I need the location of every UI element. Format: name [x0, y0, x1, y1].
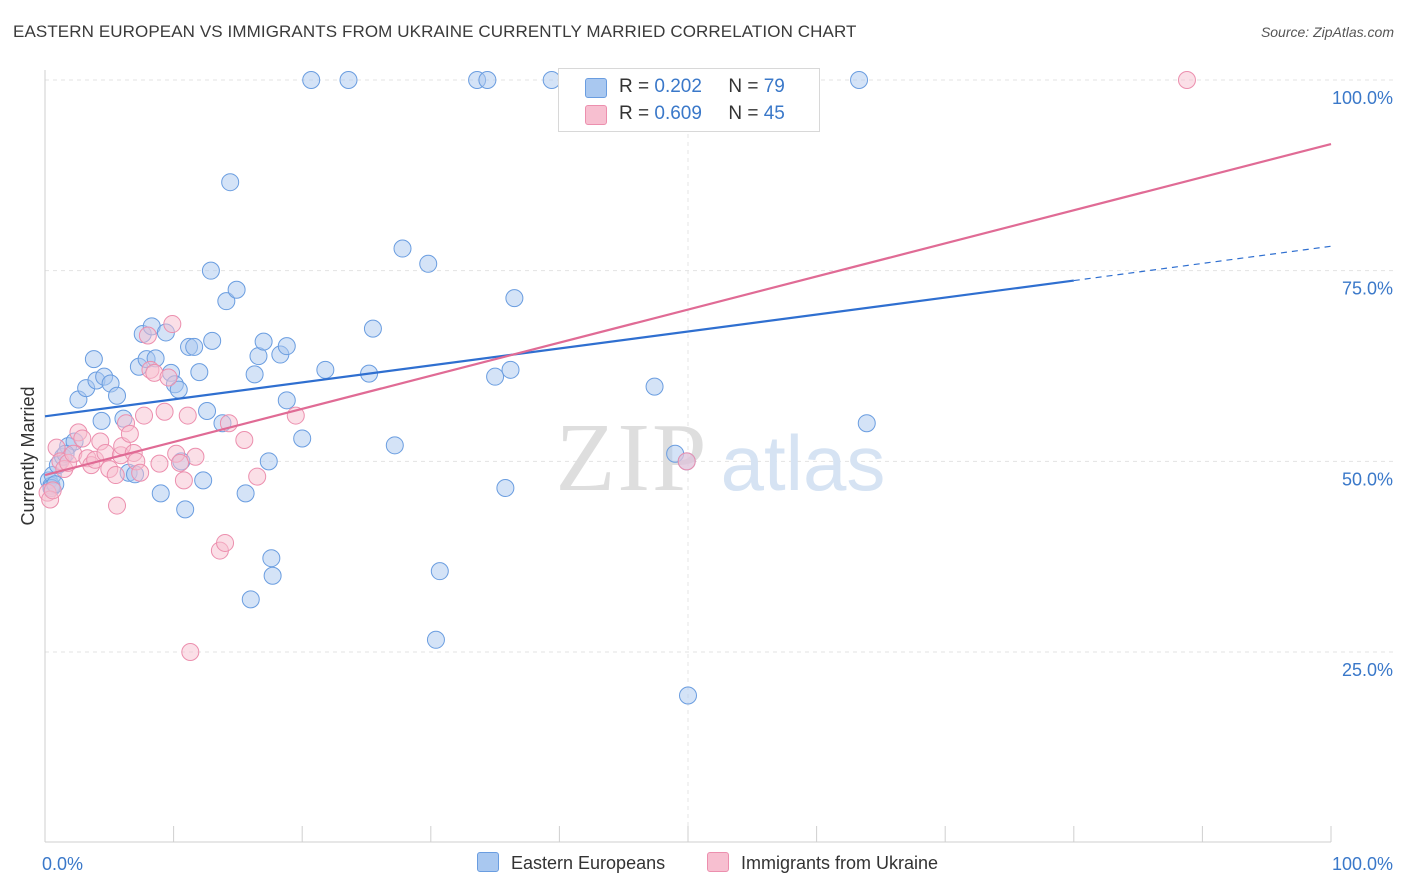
bottom-legend-swatch-pink [707, 852, 729, 872]
point-eastern-european [263, 566, 282, 585]
point-ukraine-immigrant [181, 643, 200, 661]
legend-r-label: R = [619, 103, 650, 124]
point-eastern-european [430, 562, 449, 581]
axes [44, 70, 1332, 843]
data-points [38, 71, 1196, 705]
x-tick-label-max: 100.0% [1332, 854, 1393, 874]
point-eastern-european [850, 71, 869, 89]
point-ukraine-immigrant [131, 463, 150, 482]
point-eastern-european [419, 254, 438, 273]
point-eastern-european [478, 71, 497, 89]
point-ukraine-immigrant [171, 453, 190, 472]
y-tick-label: 100.0% [1332, 88, 1393, 108]
point-eastern-european [277, 391, 296, 410]
bottom-legend-eastern-europeans: Eastern Europeans [477, 852, 665, 874]
bottom-legend-immigrants-ukraine: Immigrants from Ukraine [707, 852, 938, 874]
bottom-legend-label: Eastern Europeans [511, 853, 666, 873]
legend-swatch-pink [585, 105, 607, 125]
point-eastern-european [254, 332, 273, 351]
point-eastern-european [217, 292, 236, 311]
y-tick-label: 50.0% [1342, 469, 1393, 489]
point-ukraine-immigrant [178, 406, 197, 425]
point-ukraine-immigrant [43, 481, 62, 500]
point-eastern-european [108, 386, 127, 405]
legend-n-label: N = [728, 76, 759, 97]
point-ukraine-immigrant [138, 326, 157, 345]
point-ukraine-immigrant [106, 466, 125, 485]
point-eastern-european [293, 429, 312, 448]
point-eastern-european [385, 436, 404, 455]
legend-r-value: 0.202 [654, 76, 702, 97]
point-ukraine-immigrant [159, 368, 178, 387]
trend-line-immigrants-ukraine [44, 142, 1332, 477]
point-eastern-european [316, 360, 335, 379]
point-eastern-european [486, 367, 505, 386]
legend-n-label: N = [728, 103, 759, 124]
point-eastern-european [190, 363, 209, 382]
point-eastern-european [221, 173, 240, 192]
point-eastern-european [339, 71, 358, 89]
legend-swatch-blue [585, 78, 607, 98]
point-ukraine-immigrant [150, 454, 169, 473]
point-eastern-european [262, 549, 281, 568]
point-ukraine-immigrant [235, 430, 254, 449]
watermark-atlas: atlas [721, 419, 886, 507]
point-ukraine-immigrant [216, 533, 235, 552]
point-eastern-european [505, 289, 524, 308]
point-eastern-european [393, 239, 412, 258]
trend-line-eastern-europeans [44, 279, 1074, 418]
point-ukraine-immigrant [186, 447, 205, 466]
legend-r-label: R = [619, 76, 650, 97]
point-ukraine-immigrant [677, 452, 696, 471]
point-ukraine-immigrant [1177, 71, 1196, 89]
point-eastern-european [203, 331, 222, 350]
point-eastern-european [151, 484, 170, 503]
point-eastern-european [241, 590, 260, 609]
y-axis-title: Currently Married [18, 386, 38, 525]
point-ukraine-immigrant [155, 402, 174, 421]
chart-title: EASTERN EUROPEAN VS IMMIGRANTS FROM UKRA… [13, 22, 857, 41]
point-eastern-european [227, 280, 246, 299]
point-eastern-european [84, 350, 103, 369]
point-ukraine-immigrant [163, 315, 182, 334]
correlation-legend: R = 0.202 N = 79 R = 0.609 N = 45 [558, 68, 820, 132]
axis-labels: 25.0% 50.0% 75.0% 100.0% 0.0% 100.0% Currently… [18, 88, 1393, 874]
legend-n-value: 45 [763, 103, 785, 124]
point-eastern-european [501, 360, 520, 379]
point-eastern-european [679, 686, 697, 705]
legend-r-value: 0.609 [654, 103, 702, 124]
point-eastern-european [259, 452, 278, 471]
point-eastern-european [198, 401, 217, 420]
trend-lines [44, 142, 1332, 477]
point-eastern-european [496, 479, 515, 498]
point-ukraine-immigrant [174, 471, 193, 490]
point-eastern-european [194, 471, 213, 490]
point-ukraine-immigrant [108, 496, 127, 515]
point-eastern-european [645, 377, 664, 396]
point-eastern-european [857, 414, 876, 433]
y-tick-label: 25.0% [1342, 660, 1393, 680]
point-ukraine-immigrant [135, 406, 154, 425]
x-tick-label-min: 0.0% [42, 854, 83, 874]
bottom-legend-label: Immigrants from Ukraine [741, 853, 939, 873]
trend-line-eastern-europeans-extrapolated [1073, 245, 1332, 282]
point-eastern-european [302, 71, 321, 89]
point-eastern-european [176, 500, 195, 519]
point-ukraine-immigrant [248, 467, 267, 486]
point-eastern-european [277, 337, 296, 356]
point-ukraine-immigrant [73, 429, 92, 448]
point-eastern-european [363, 319, 382, 338]
bottom-legend-swatch-blue [477, 852, 499, 872]
point-eastern-european [426, 630, 445, 649]
y-tick-label: 75.0% [1342, 279, 1393, 299]
point-eastern-european [245, 365, 264, 384]
point-eastern-european [236, 484, 255, 503]
point-eastern-european [92, 411, 111, 430]
point-ukraine-immigrant [120, 424, 139, 443]
point-eastern-european [201, 261, 220, 280]
legend-n-value: 79 [763, 76, 785, 97]
source-label: Source: ZipAtlas.com [1260, 24, 1394, 40]
point-eastern-european [185, 337, 204, 356]
